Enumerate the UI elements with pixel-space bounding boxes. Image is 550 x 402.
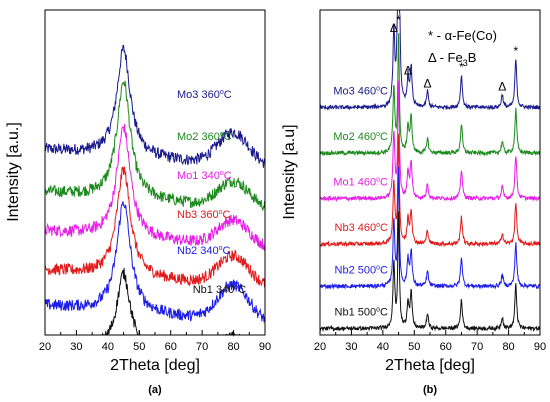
panel-a: Mo3 360oC Mo2 360oC Mo1 340oC Nb3 360oC Nb2 … — [5, 9, 271, 396]
legend-entry-fe3b: Δ - Fe3B — [428, 50, 476, 68]
series-line-nb1 — [319, 211, 541, 333]
x-tick-label: 90 — [259, 341, 271, 353]
series-line-nb2 — [44, 201, 266, 323]
series-label-nb2: Nb2 340oC — [177, 245, 231, 257]
fe3b-peak-marker: Δ — [423, 76, 431, 90]
panel-b-ylabel: Intensity [a.u] — [281, 124, 298, 219]
fe3b-peak-marker: Δ — [498, 80, 506, 94]
panel-b-series-labels: Mo3 460oC Mo2 460oC Mo1 460oC Nb3 460oC Nb2 … — [333, 86, 388, 319]
x-tick-label: 50 — [133, 341, 145, 353]
series-label-mo3: Mo3 460oC — [333, 86, 388, 98]
series-label-mo3: Mo3 360oC — [177, 89, 232, 101]
legend-entry-alpha-fe: * - α-Fe(Co) — [428, 28, 497, 43]
fe3b-peak-marker: Δ — [404, 63, 412, 77]
series-line-mo3 — [44, 44, 266, 168]
panel-b-x-ticks: 20 30 40 50 60 70 80 90 — [314, 330, 546, 353]
series-label-mo1: Mo1 460oC — [333, 177, 388, 189]
alpha-fe-peak-marker: * — [396, 13, 401, 27]
x-tick-label: 60 — [165, 341, 177, 353]
panel-b-series-group — [319, 9, 541, 333]
x-tick-label: 20 — [314, 341, 326, 353]
x-tick-label: 50 — [408, 341, 420, 353]
x-tick-label: 20 — [39, 341, 51, 353]
series-line-nb2 — [319, 166, 541, 290]
panel-a-series-labels: Mo3 360oC Mo2 360oC Mo1 340oC Nb3 360oC Nb2 … — [177, 89, 246, 296]
series-label-mo2: Mo2 460oC — [333, 131, 388, 143]
series-label-mo2: Mo2 360oC — [177, 131, 232, 143]
x-tick-label: 80 — [502, 341, 514, 353]
x-tick-label: 40 — [377, 341, 389, 353]
panel-b-label: (b) — [423, 384, 437, 396]
series-label-nb2: Nb2 500oC — [335, 264, 389, 276]
series-label-nb1: Nb1 500oC — [335, 307, 389, 319]
series-label-mo1: Mo1 340oC — [177, 170, 232, 182]
x-tick-label: 30 — [345, 341, 357, 353]
alpha-fe-peak-marker: * — [513, 44, 518, 58]
panel-b-legend: * - α-Fe(Co) Δ - Fe3B — [428, 28, 497, 68]
series-line-mo1 — [319, 80, 541, 203]
series-label-nb3: Nb3 460oC — [335, 222, 389, 234]
series-label-nb3: Nb3 360oC — [177, 209, 231, 221]
panel-a-xlabel: 2Theta [deg] — [110, 357, 200, 374]
panel-b-xlabel: 2Theta [deg] — [385, 357, 475, 374]
alpha-fe-peak-marker: * — [459, 60, 464, 74]
panel-b-peak-markers: Δ*ΔΔ*Δ* — [390, 13, 519, 94]
x-tick-label: 70 — [471, 341, 483, 353]
series-line-mo2 — [44, 80, 266, 211]
series-line-nb3 — [44, 165, 266, 288]
panel-a-label: (a) — [148, 384, 162, 396]
panel-a-x-ticks: 20 30 40 50 60 70 80 90 — [39, 330, 271, 353]
series-line-nb3 — [319, 133, 541, 248]
x-tick-label: 80 — [227, 341, 239, 353]
series-line-mo2 — [319, 33, 541, 157]
x-tick-label: 90 — [534, 341, 546, 353]
panel-a-ylabel: Intensity [a.u.] — [5, 122, 22, 222]
x-tick-label: 40 — [102, 341, 114, 353]
x-tick-label: 70 — [196, 341, 208, 353]
fe3b-peak-marker: Δ — [390, 21, 398, 35]
x-tick-label: 30 — [70, 341, 82, 353]
series-line-mo3 — [319, 9, 541, 111]
series-line-mo1 — [44, 123, 266, 251]
x-tick-label: 60 — [440, 341, 452, 353]
series-label-nb1: Nb1 340oC — [193, 284, 247, 296]
